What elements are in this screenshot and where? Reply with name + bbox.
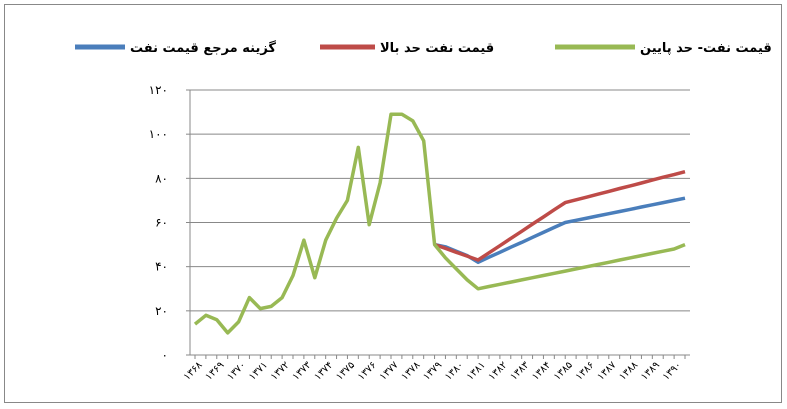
- y-tick-label: ۱۰۰: [149, 127, 168, 141]
- legend-label: قیمت نفت- حد پایین: [640, 41, 772, 56]
- series-line: [434, 170, 686, 262]
- legend-label: قیمت نفت حد بالا: [380, 41, 494, 56]
- y-tick-label: ۲۰: [155, 304, 168, 318]
- y-tick-label: ۶۰: [155, 216, 168, 230]
- y-tick-label: ۰: [162, 348, 168, 362]
- y-tick-label: ۸۰: [155, 171, 168, 185]
- y-tick-label: ۴۰: [155, 260, 168, 274]
- legend-label: گزینه مرجع قیمت نفت: [130, 40, 276, 56]
- series-line: [193, 112, 686, 335]
- y-tick-label: ۱۲۰: [149, 83, 168, 97]
